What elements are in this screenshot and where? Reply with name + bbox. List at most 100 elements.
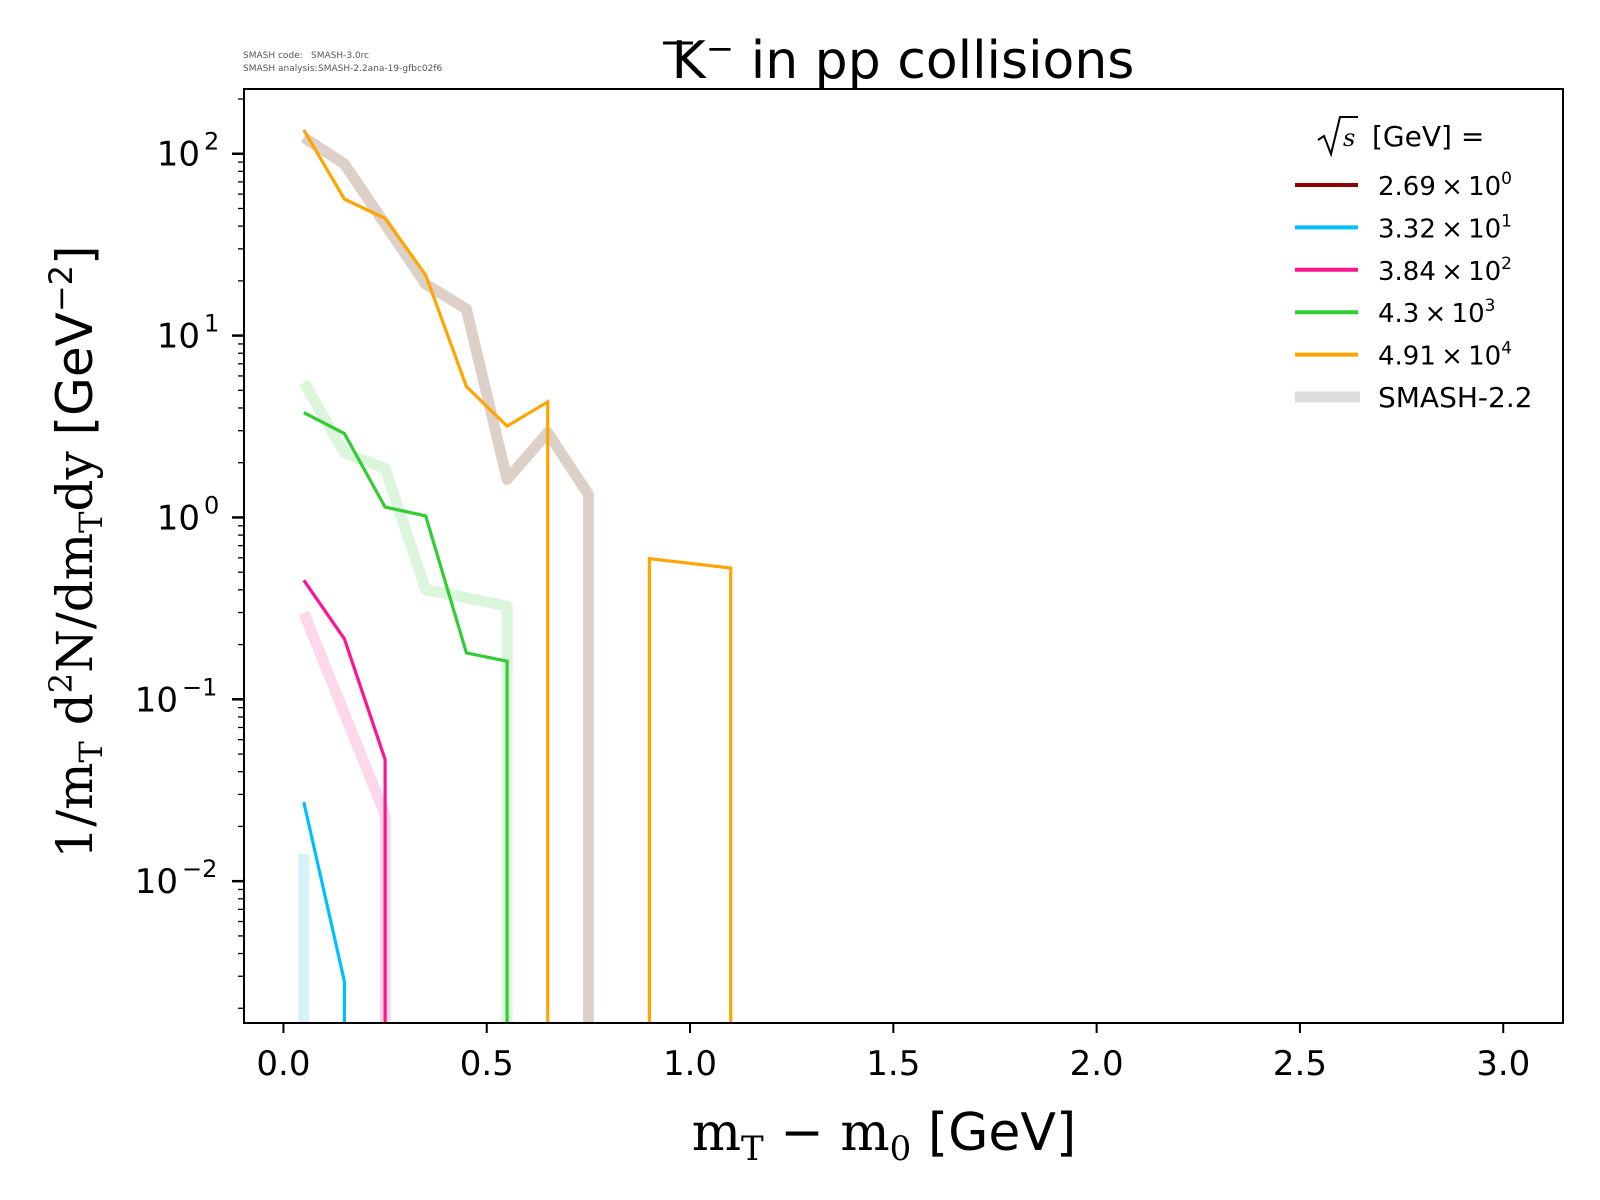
legend-entry: 4.3 × 103 [1295,296,1495,329]
legend-base: 10 [1468,342,1501,372]
y-tick-exponent: −2 [182,855,217,883]
y-tick-label: 10 [157,317,200,357]
y-axis-label: 1/mT d2N/dmTdy [GeV−2] [42,245,110,858]
ylabel-c: N/dm [46,533,104,673]
legend-mantissa: 4.91 [1378,342,1436,372]
title-charge: − [706,29,735,69]
title-rest: in pp collisions [734,31,1134,91]
x-axis-ticks: 0.0 0.5 1.0 1.5 2.0 2.5 3.0 [256,1023,1530,1084]
ylabel-subT2: T [72,511,110,533]
xlabel-sub1: T [741,1129,764,1169]
legend-title-sqrt-arg: s [1343,124,1355,152]
legend-exp: 3 [1485,296,1496,316]
ylabel-unit: [GeV [46,312,104,451]
y-tick-label: 10 [135,862,178,902]
y-tick-exponent: 2 [204,128,219,156]
legend-title-text: [GeV] = [1372,120,1484,153]
xlabel-sub2: 0 [890,1129,912,1169]
x-tick-label: 2.5 [1273,1044,1327,1084]
smash-code-label: SMASH code: [243,51,303,61]
series-group [302,129,733,1023]
title-particle: K [672,31,708,91]
legend-times: × [1436,257,1468,287]
y-tick-label: 10 [157,135,200,175]
ylabel-b: d [46,693,104,741]
y-tick-base: 10 [157,135,200,175]
x-tick-label: 3.0 [1476,1044,1530,1084]
legend-times: × [1436,172,1468,202]
y-tick-exponent: 0 [204,491,219,519]
xlabel-minus: − [764,1103,841,1163]
xlabel-m1: m [692,1103,741,1163]
smash-analysis-label: SMASH analysis: [243,64,317,74]
xlabel-m2: m [840,1103,889,1163]
legend-times: × [1436,342,1468,372]
reference-line-2 [299,379,513,1023]
legend-exp: 1 [1501,211,1512,231]
ylabel-unit-end: ] [46,245,104,265]
ylabel-sup2: 2 [42,673,80,693]
x-axis-label: mT − m0 [GeV] [692,1103,1077,1169]
legend-entry: 3.84 × 102 [1295,254,1512,287]
sqrt-icon [1317,116,1358,158]
legend-entry: 2.69 × 100 [1295,169,1512,202]
x-tick-label: 0.5 [460,1044,514,1084]
x-tick-label: 1.5 [866,1044,920,1084]
y-tick-base: 10 [157,317,200,357]
legend-exp: 0 [1501,169,1512,189]
series-line-2 [302,579,387,1023]
x-tick-label: 0.0 [256,1044,310,1084]
series-line-3 [303,411,509,1023]
legend-times: × [1436,214,1468,244]
y-tick-exponent: 1 [204,310,219,338]
legend-mantissa: 3.84 [1378,257,1436,287]
legend-exp: 2 [1501,254,1512,274]
smash-analysis-value: SMASH-2.2ana-19-gfbc02f6 [318,64,443,74]
legend-label: 2.69 × 100 [1378,169,1512,202]
y-axis-minor-ticks [238,98,244,1009]
x-tick-label: 1.0 [663,1044,717,1084]
legend-base: 10 [1468,172,1501,202]
chart-title: K− in pp collisions [672,29,1135,91]
ylabel-a: 1/m [46,762,104,858]
y-tick-base: 10 [157,498,200,538]
ylabel-subT: T [72,740,110,762]
ylabel-d: dy [46,451,104,512]
legend-exp: 4 [1501,339,1512,359]
series-line-1 [302,801,346,1023]
axes-frame [243,88,1564,1024]
legend-base: 10 [1452,299,1485,329]
series-line-4 [302,129,733,1023]
legend-times: × [1419,299,1451,329]
legend-title: s [GeV] = [1317,116,1484,158]
reference-line-3 [300,132,594,1023]
legend-label: 4.3 × 103 [1378,296,1495,329]
legend-reference-label: SMASH-2.2 [1378,381,1533,414]
legend-mantissa: 3.32 [1378,214,1436,244]
y-tick-label: 10 [135,680,178,720]
legend-base: 10 [1468,257,1501,287]
legend-entry-reference: SMASH-2.2 [1295,381,1533,414]
ylabel-unit-sup: −2 [42,265,80,312]
legend-entry: 4.91 × 104 [1295,339,1512,372]
y-tick-label: 10 [157,498,200,538]
y-tick-base: 10 [135,680,178,720]
xlabel-unit: [GeV] [911,1103,1076,1163]
smash-version-info: SMASH code: SMASH-3.0rc SMASH analysis: … [243,51,443,74]
legend-entry: 3.32 × 101 [1295,211,1512,244]
y-tick-base: 10 [135,862,178,902]
smash-code-value: SMASH-3.0rc [311,51,369,61]
legend-label: 3.32 × 101 [1378,211,1512,244]
legend-mantissa: 4.3 [1378,299,1419,329]
legend-label: 3.84 × 102 [1378,254,1512,287]
y-tick-exponent: −1 [182,673,217,701]
legend-label: 4.91 × 104 [1378,339,1512,372]
legend-mantissa: 2.69 [1378,172,1436,202]
legend-base: 10 [1468,214,1501,244]
x-tick-label: 2.0 [1070,1044,1124,1084]
